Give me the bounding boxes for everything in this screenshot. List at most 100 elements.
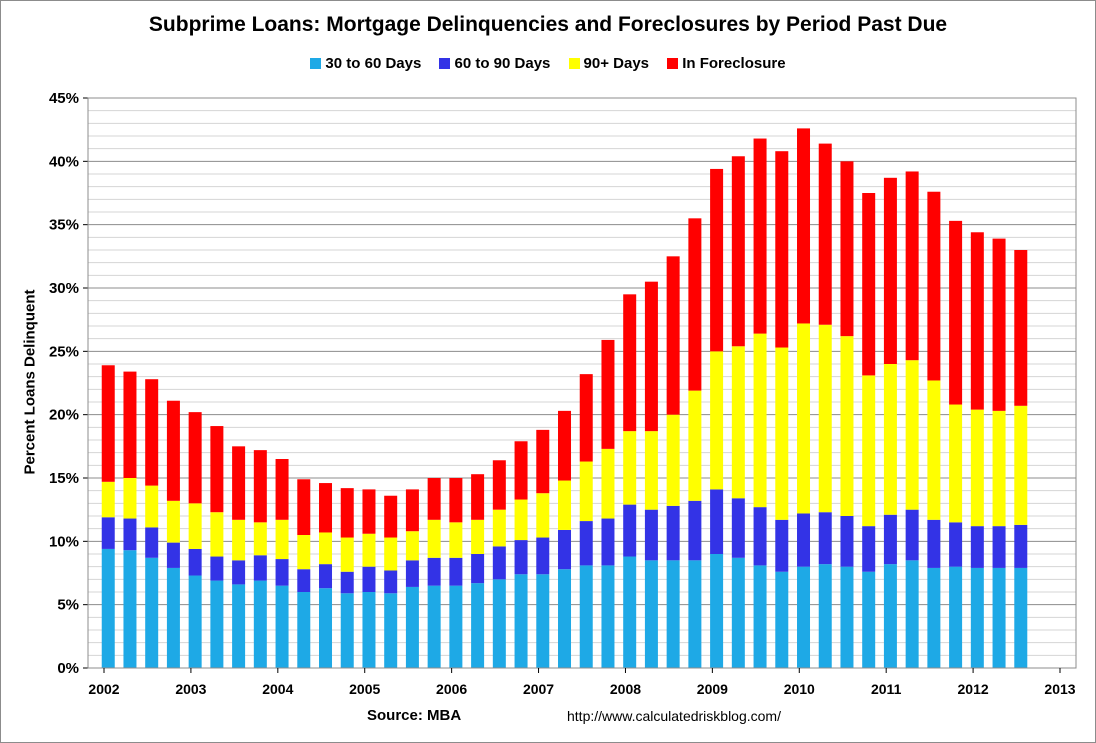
bar-30-to-60-days [232,584,246,668]
bar-90-days [992,410,1006,527]
bar-90-days [297,535,311,570]
bar-90-days [905,360,919,510]
bar-in-foreclosure [166,400,180,501]
bar-in-foreclosure [644,281,658,432]
bar-in-foreclosure [905,171,919,361]
bar-90-days [275,519,289,560]
bar-30-to-60-days [123,550,137,668]
x-tick-label: 2006 [436,681,467,697]
legend-swatch [310,58,322,69]
bar-90-days [862,375,876,527]
bar-60-to-90-days [492,546,506,580]
bar-in-foreclosure [536,429,550,494]
bar-90-days [818,324,832,513]
bar-60-to-90-days [710,489,724,554]
bar-90-days [558,480,572,530]
bar-in-foreclosure [688,218,702,391]
bar-30-to-60-days [297,592,311,668]
bar-60-to-90-days [862,526,876,572]
bar-90-days [188,503,202,549]
x-tick-label: 2004 [262,681,293,697]
bar-30-to-60-days [101,548,115,668]
plot-border [87,97,1077,669]
bar-30-to-60-days [145,557,159,668]
bar-60-to-90-days [558,529,572,570]
bar-60-to-90-days [145,527,159,558]
legend-item-30-to-60-days: 30 to 60 Days [310,55,421,72]
legend-label: 60 to 90 Days [454,55,551,72]
bar-90-days [644,431,658,510]
bar-90-days [775,347,789,520]
bar-90-days [427,519,441,558]
bar-60-to-90-days [253,555,267,581]
x-tick-label: 2012 [958,681,989,697]
bar-90-days [123,478,137,519]
bar-in-foreclosure [1014,250,1028,406]
bar-90-days [405,531,419,561]
bar-90-days [949,404,963,523]
bar-60-to-90-days [166,542,180,568]
bar-in-foreclosure [623,294,637,432]
legend-label: In Foreclosure [682,55,786,72]
bar-30-to-60-days [644,560,658,668]
bar-90-days [101,481,115,518]
bar-90-days [319,532,333,565]
bar-in-foreclosure [471,474,485,520]
bar-90-days [210,512,224,557]
bar-90-days [797,323,811,514]
bar-90-days [731,346,745,499]
y-tick-label: 0% [57,660,79,677]
bar-30-to-60-days [862,571,876,668]
bar-60-to-90-days [362,566,376,592]
legend-swatch [568,58,580,69]
bar-30-to-60-days [623,556,637,668]
y-axis-label: Percent Loans Delinquent [21,289,39,475]
x-tick-label: 2005 [349,681,380,697]
bar-90-days [514,499,528,541]
bar-90-days [970,409,984,527]
bar-in-foreclosure [210,426,224,513]
bar-in-foreclosure [775,151,789,348]
bar-in-foreclosure [710,168,724,352]
x-tick-label: 2007 [523,681,554,697]
bar-60-to-90-days [905,509,919,561]
bar-30-to-60-days [166,567,180,668]
x-tick-label: 2010 [784,681,815,697]
bar-60-to-90-days [340,571,354,594]
bar-90-days [362,533,376,567]
y-tick-label: 40% [49,153,79,170]
legend-item-90-plus-days: 90+ Days [568,55,649,72]
bar-in-foreclosure [753,138,767,334]
bar-in-foreclosure [883,177,897,364]
bar-90-days [1014,405,1028,525]
bar-30-to-60-days [710,554,724,668]
bar-in-foreclosure [340,488,354,538]
bar-60-to-90-days [731,498,745,558]
bar-in-foreclosure [319,483,333,533]
bar-30-to-60-days [970,567,984,668]
source-label: Source: MBA [367,707,462,724]
bar-60-to-90-days [1014,524,1028,568]
x-tick-label: 2009 [697,681,728,697]
bar-30-to-60-days [905,560,919,668]
bar-30-to-60-days [927,567,941,668]
bar-90-days [536,493,550,538]
bar-30-to-60-days [775,571,789,668]
bar-in-foreclosure [253,450,267,523]
bar-90-days [927,380,941,520]
y-tick-label: 45% [49,90,79,107]
bar-in-foreclosure [731,156,745,347]
legend-swatch [667,58,679,69]
bar-in-foreclosure [514,441,528,500]
legend-swatch [439,58,451,69]
bar-30-to-60-days [1014,567,1028,668]
x-tick-label: 2011 [871,681,902,697]
legend-item-in-foreclosure: In Foreclosure [667,55,786,72]
chart-title: Subprime Loans: Mortgage Delinquencies a… [148,13,948,36]
bar-90-days [688,390,702,501]
bar-in-foreclosure [123,371,137,478]
bar-60-to-90-days [601,518,615,566]
bar-90-days [232,519,246,561]
bar-in-foreclosure [492,460,506,510]
bar-90-days [753,333,767,508]
